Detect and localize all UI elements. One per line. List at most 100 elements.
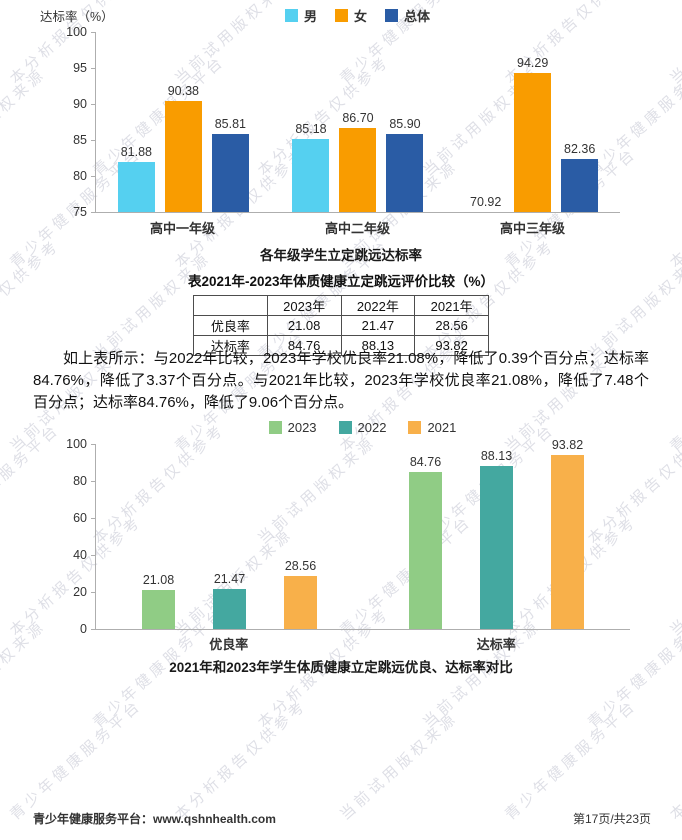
x-axis-labels: 高中一年级 高中二年级 高中三年级 <box>95 218 620 237</box>
bar-slot: 28.56 <box>284 559 317 629</box>
bar-value-label: 94.29 <box>517 56 549 71</box>
bar-slot: 21.08 <box>142 573 175 629</box>
tick-mark <box>91 518 96 519</box>
legend-swatch-2023 <box>268 421 282 434</box>
legend-label: 2022 <box>357 420 387 435</box>
legend-swatch-总体 <box>385 9 398 22</box>
table-corner-cell <box>193 295 268 316</box>
tick-label: 40 <box>73 548 87 562</box>
tick-mark <box>91 444 96 445</box>
bar-value-label: 84.76 <box>409 455 442 470</box>
chart-plot-area: 0 20 40 60 80 100 21.08 21.47 28.56 84.76 88.13 93.… <box>66 437 630 636</box>
comparison-table-section: 表2021年-2023年体质健康立定跳远评价比较（%） 2023年 2022年 … <box>0 270 682 356</box>
table-header-row: 2023年 2022年 2021年 <box>193 295 489 316</box>
table-header-2021: 2021年 <box>414 295 489 316</box>
tick-label: 80 <box>73 169 87 183</box>
tick-label: 0 <box>80 622 87 636</box>
legend-item: 女 <box>334 6 367 25</box>
y-axis-title: 达标率（%） <box>40 10 114 24</box>
tick-label: 95 <box>73 61 87 75</box>
bar-slot: 84.76 <box>409 455 442 629</box>
tick-mark <box>91 555 96 556</box>
bar-value-label: 28.56 <box>284 559 317 574</box>
legend-item: 2022 <box>338 420 387 435</box>
category-label: 优良率 <box>209 637 249 652</box>
bar-value-label: 85.18 <box>295 121 327 136</box>
bar-slot: 86.70 <box>339 111 377 212</box>
tick-label: 100 <box>66 25 87 39</box>
bar-slot: 93.82 <box>551 438 584 629</box>
category-label: 高中一年级 <box>149 221 215 236</box>
page-footer: 青少年健康服务平台：www.qshnhealth.com 第17页/共23页 <box>33 810 651 827</box>
bar-男-高中一年级 <box>117 162 155 212</box>
chart-legend: 男 女 总体 <box>95 6 620 25</box>
tick-mark <box>91 481 96 482</box>
bar-slot: 21.47 <box>213 572 246 629</box>
tick-mark <box>91 68 96 69</box>
bar-value-label: 70.92 <box>470 195 502 209</box>
bar-groups: 21.08 21.47 28.56 84.76 88.13 93.82 <box>96 438 630 629</box>
chart-title: 各年级学生立定跳远达标率 <box>260 248 422 263</box>
legend-item: 2023 <box>268 420 317 435</box>
analysis-paragraph: 如上表所示：与2022年比较，2023年学校优良率21.08%，降低了0.39个… <box>33 350 649 411</box>
bar-value-label: 90.38 <box>167 84 199 99</box>
bar-总体-高中二年级 <box>386 133 424 212</box>
tick-label: 90 <box>73 97 87 111</box>
table-cell: 93.82 <box>414 335 489 356</box>
category-label: 高中三年级 <box>499 221 565 236</box>
legend-label: 女 <box>353 9 367 24</box>
legend-label: 2021 <box>427 420 457 435</box>
bar-2023-优良率 <box>142 590 175 629</box>
bar-2022-达标率 <box>480 465 513 629</box>
page-number: 第17页/共23页 <box>572 812 651 826</box>
legend-label: 总体 <box>404 9 431 24</box>
table-cell: 21.08 <box>266 315 342 336</box>
bar-value-label: 85.81 <box>214 117 246 132</box>
bar-value-label: 88.13 <box>480 448 513 463</box>
table-header-2022: 2022年 <box>340 295 416 316</box>
bar-slot: 94.29 <box>514 56 552 212</box>
bar-男-高中二年级 <box>292 138 330 212</box>
bar-group-高中二年级: 85.18 86.70 85.90 <box>292 111 424 212</box>
bar-slot: 85.90 <box>386 117 424 212</box>
tick-mark <box>91 32 96 33</box>
comparison-table: 2023年 2022年 2021年 优良率 21.08 21.47 28.56 … <box>193 295 489 356</box>
legend-swatch-2022 <box>338 421 352 434</box>
bar-slot: 82.36 <box>561 142 599 212</box>
bar-value-label: 81.88 <box>120 145 152 160</box>
bar-女-高中一年级 <box>164 101 202 212</box>
table-cell: 88.13 <box>340 335 416 356</box>
tick-mark <box>91 104 96 105</box>
year-comparison-chart: 2023 2022 2021 0 20 40 60 80 100 21.08 21.47 28.56… <box>0 420 682 682</box>
chart-legend: 2023 2022 2021 <box>95 420 630 435</box>
bar-2021-优良率 <box>284 576 317 629</box>
chart-title: 2021年和2023年学生体质健康立定跳远优良、达标率对比 <box>169 660 513 675</box>
legend-label: 2023 <box>287 420 317 435</box>
table-title: 表2021年-2023年体质健康立定跳远评价比较（%） <box>187 274 495 289</box>
x-axis-labels: 优良率 达标率 <box>95 634 630 653</box>
table-row: 达标率 84.76 88.13 93.82 <box>193 335 489 356</box>
category-label: 高中二年级 <box>324 221 390 236</box>
tick-mark <box>91 212 96 213</box>
bar-2021-达标率 <box>551 455 584 629</box>
table-row: 优良率 21.08 21.47 28.56 <box>193 315 489 336</box>
bar-value-label: 21.47 <box>213 572 246 587</box>
bar-slot: 85.81 <box>211 117 249 212</box>
bar-group-高中三年级: 70.92 94.29 82.36 <box>467 56 599 212</box>
tick-mark <box>91 629 96 630</box>
row-label: 优良率 <box>193 315 268 336</box>
tick-mark <box>91 140 96 141</box>
bar-2023-达标率 <box>409 472 442 629</box>
bar-value-label: 82.36 <box>564 142 596 157</box>
bar-2022-优良率 <box>213 589 246 629</box>
legend-swatch-女 <box>334 9 348 22</box>
bar-女-高中二年级 <box>339 127 377 212</box>
table-header-2023: 2023年 <box>266 295 342 316</box>
table-cell: 28.56 <box>414 315 489 336</box>
legend-swatch-2021 <box>408 421 422 434</box>
bar-slot: 90.38 <box>164 84 202 212</box>
bar-value-label: 86.70 <box>342 110 374 125</box>
bar-value-label: 85.90 <box>389 116 421 131</box>
